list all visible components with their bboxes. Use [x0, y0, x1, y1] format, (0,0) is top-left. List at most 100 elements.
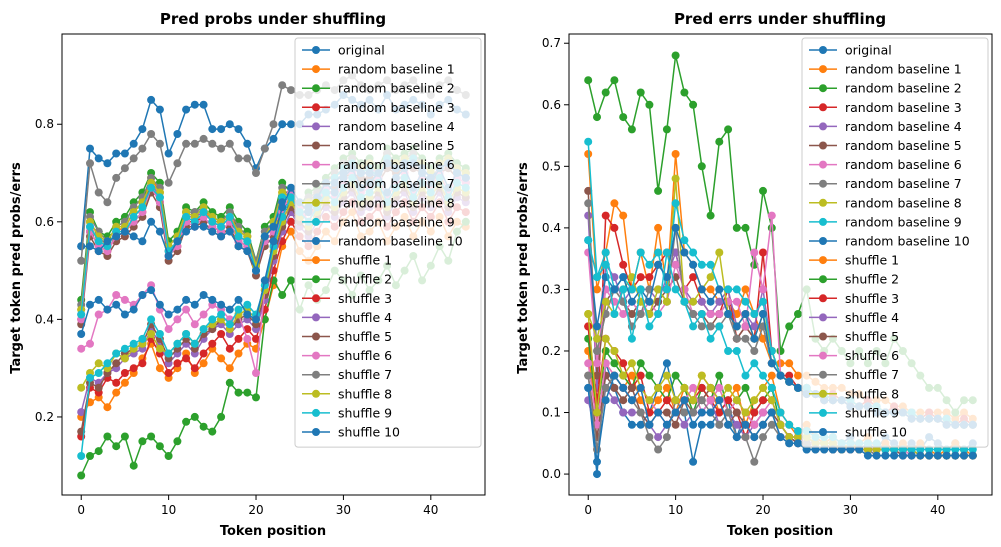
right-series-20-point: [645, 322, 654, 331]
right-series-20-point: [636, 285, 645, 294]
right-series-21-point: [925, 451, 934, 460]
right-x-tick-label: 40: [930, 503, 945, 517]
left-series-20-point: [120, 344, 129, 353]
right-series-11-point: [741, 310, 750, 318]
left-series-12-point: [225, 364, 234, 373]
right-x-tick-label: 10: [668, 503, 683, 517]
right-series-20-point: [689, 322, 698, 331]
right-series-6-point: [627, 310, 636, 318]
left-series-11-point: [120, 227, 129, 236]
right-series-3-point: [627, 125, 636, 134]
right-series-8-point: [706, 322, 715, 331]
left-series-13-point: [164, 452, 173, 460]
right-series-2-point: [785, 359, 794, 368]
left-series-1-point: [147, 95, 156, 104]
right-series-20-point: [724, 347, 733, 355]
left-series-1-point: [182, 105, 191, 114]
right-series-7-point: [767, 211, 776, 220]
right-series-18-point: [715, 420, 724, 429]
left-series-10-point: [182, 212, 191, 221]
right-series-2-point: [654, 223, 663, 232]
left-series-20-point: [103, 359, 112, 368]
right-series-3-point: [741, 223, 750, 232]
right-x-tick-label: 20: [755, 503, 770, 517]
left-series-13-point: [182, 417, 191, 426]
right-series-18-point: [680, 408, 689, 417]
left-legend-swatch-marker: [312, 313, 320, 322]
right-legend-swatch-marker: [819, 370, 827, 379]
left-series-12-point: [155, 364, 164, 373]
right-y-tick-label: 0.6: [542, 98, 561, 112]
left-y-tick-label: 0.4: [35, 312, 54, 326]
right-series-19-point: [732, 396, 741, 405]
right-series-3-point: [724, 125, 733, 134]
right-series-3-point: [654, 186, 663, 195]
right-series-10-point: [689, 248, 698, 257]
right-legend-entry: original: [845, 43, 892, 58]
left-series-18-point: [260, 144, 269, 153]
right-series-21-point: [689, 420, 698, 429]
left-series-18-point: [225, 139, 234, 148]
left-legend-entry: shuffle 7: [338, 367, 392, 382]
left-series-21-point: [199, 291, 208, 299]
right-series-1-point: [636, 420, 645, 429]
left-series-14-point: [129, 364, 138, 373]
left-legend-entry: shuffle 1: [338, 253, 392, 268]
left-series-13-point: [252, 393, 260, 402]
left-series-18-point: [252, 169, 260, 177]
right-legend-entry: random baseline 9: [845, 214, 962, 229]
left-series-10-point: [77, 310, 86, 319]
right-series-3-point: [636, 88, 645, 97]
left-series-10-point: [199, 208, 208, 217]
left-series-12-point: [199, 359, 208, 368]
left-series-11-point: [147, 217, 156, 226]
right-series-21-point: [898, 451, 907, 460]
right-series-10-point: [750, 310, 759, 318]
left-series-17-point: [164, 325, 173, 334]
left-series-21-point: [103, 305, 112, 314]
right-series-17-point: [706, 396, 715, 405]
right-series-11-point: [750, 334, 759, 343]
left-series-20-point: [287, 193, 295, 202]
right-series-3-point: [706, 211, 715, 220]
left-legend-swatch-marker: [312, 46, 320, 54]
right-series-2-point: [619, 211, 628, 220]
left-series-17-point: [190, 320, 199, 329]
left-series-19-point: [155, 344, 164, 353]
left-series-14-point: [234, 334, 243, 343]
right-y-tick-label: 0.2: [542, 344, 561, 358]
left-series-1-point: [86, 144, 94, 153]
right-series-19-point: [767, 396, 776, 405]
left-series-11-point: [234, 242, 243, 251]
right-legend-swatch-marker: [819, 428, 827, 436]
right-series-3-point: [593, 113, 601, 122]
right-series-17-point: [584, 359, 593, 368]
left-series-21-point: [252, 315, 260, 324]
left-legend-entry: random baseline 3: [338, 100, 455, 115]
right-series-10-point: [759, 297, 767, 306]
right-series-20-point: [680, 297, 689, 306]
left-series-20-point: [225, 320, 234, 329]
left-legend-entry: shuffle 8: [338, 386, 392, 401]
left-series-20-point: [182, 330, 191, 338]
right-series-10-point: [645, 260, 654, 269]
left-series-20-point: [94, 369, 103, 377]
left-series-21-point: [94, 295, 103, 304]
left-legend-entry: random baseline 2: [338, 81, 455, 96]
right-series-18-point: [724, 408, 733, 417]
left-series-20-point: [208, 315, 217, 324]
right-series-3-point: [680, 88, 689, 97]
left-series-11-point: [155, 227, 164, 236]
right-legend-swatch-marker: [819, 141, 827, 150]
left-series-21-point: [164, 310, 173, 319]
left-series-12-point: [287, 227, 295, 236]
right-legend-swatch-marker: [819, 65, 827, 74]
left-series-16-point: [94, 383, 103, 392]
left-series-21-point: [112, 300, 121, 309]
left-y-tick-label: 0.2: [35, 410, 54, 424]
right-series-10-point: [680, 236, 689, 245]
right-series-21-point: [968, 451, 977, 460]
left-series-11-point: [77, 242, 86, 251]
right-series-3-point: [715, 137, 724, 146]
right-series-7-point: [593, 359, 601, 368]
